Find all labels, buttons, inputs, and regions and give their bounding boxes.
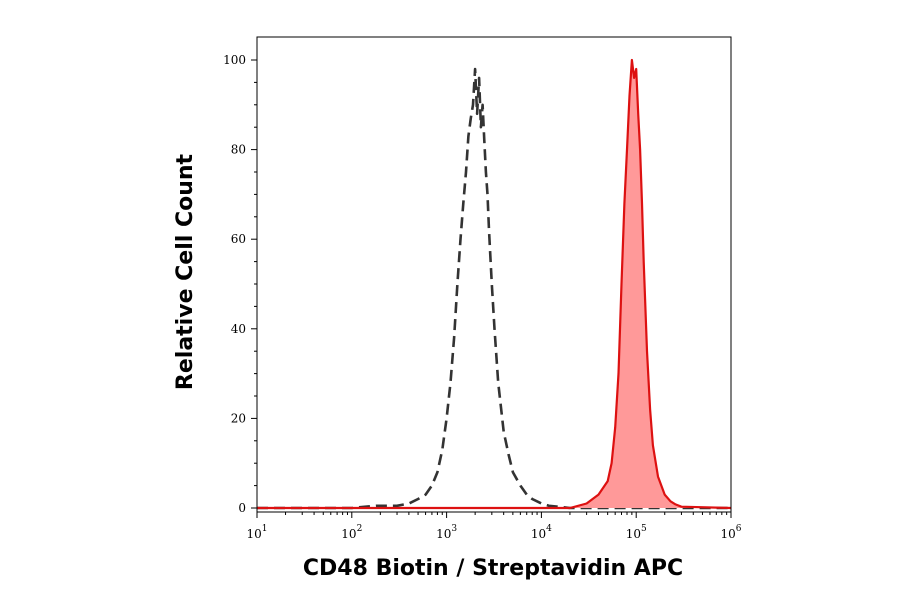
x-tick-label: 101 bbox=[246, 524, 267, 541]
y-axis: 0 20 40 60 80 100 bbox=[223, 53, 257, 515]
x-tick-label: 104 bbox=[531, 524, 552, 541]
y-tick-label: 0 bbox=[238, 501, 246, 515]
series-1-fill bbox=[257, 60, 731, 508]
y-axis-title: Relative Cell Count bbox=[173, 153, 198, 390]
x-axis-title: CD48 Biotin / Streptavidin APC bbox=[303, 556, 683, 581]
x-tick-label: 105 bbox=[626, 524, 647, 541]
y-tick-label: 80 bbox=[231, 143, 246, 157]
y-tick-label: 40 bbox=[231, 322, 246, 336]
y-tick-label: 100 bbox=[223, 53, 246, 67]
plot-frame bbox=[256, 36, 732, 513]
y-tick-label: 60 bbox=[231, 232, 246, 246]
x-tick-label: 106 bbox=[720, 524, 741, 541]
y-tick-label: 20 bbox=[231, 411, 246, 425]
x-tick-label: 102 bbox=[341, 524, 362, 541]
series-1-line bbox=[257, 58, 732, 510]
x-tick-label: 103 bbox=[436, 524, 457, 541]
series-layer bbox=[257, 58, 732, 510]
series-0-line bbox=[257, 67, 731, 510]
x-axis: 101 102 103 104 105 106 bbox=[246, 512, 742, 541]
